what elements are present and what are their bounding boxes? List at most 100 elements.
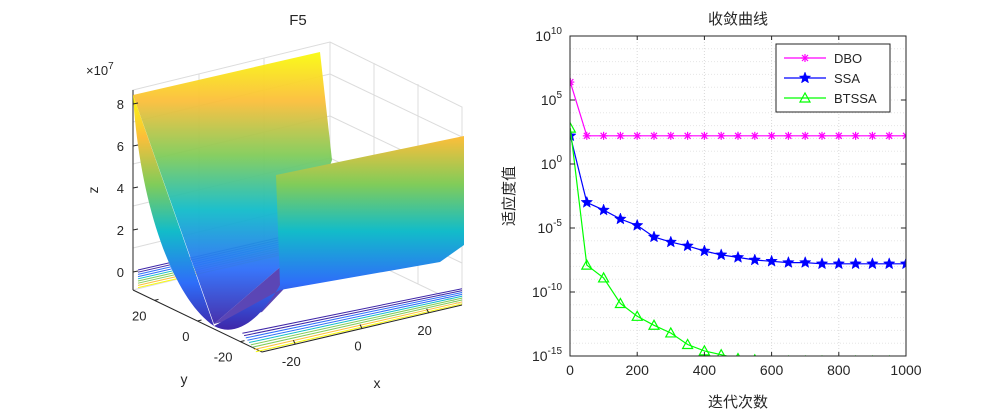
x-tick-label: 800 <box>827 362 851 378</box>
marker-asterisk <box>582 131 591 140</box>
convergence-plot: 收敛曲线 0 200 400 600 800 1000 1010 105 100 10-5 10-… <box>500 10 922 411</box>
marker-stroke <box>684 132 692 140</box>
marker-stroke <box>751 132 759 140</box>
marker-asterisk <box>767 131 776 140</box>
y-tick-label-3d: 0 <box>182 329 189 344</box>
marker-triangle <box>664 326 677 338</box>
marker-triangle <box>647 319 661 330</box>
marker-star <box>580 195 594 208</box>
marker-stroke <box>583 132 591 140</box>
z-tick-label: 6 <box>117 139 124 154</box>
convergence-axes-box <box>569 35 907 357</box>
marker-asterisk <box>834 131 843 140</box>
marker-star <box>782 255 795 268</box>
y-tick-label: 1010 <box>535 26 562 44</box>
marker-asterisk <box>599 131 608 140</box>
marker-stroke <box>768 132 776 140</box>
marker-stroke <box>801 132 809 140</box>
contour-line <box>242 288 463 334</box>
y-tick-mark-3d <box>154 298 159 301</box>
legend-label-ssa: SSA <box>834 71 860 86</box>
marker-asterisk <box>633 131 642 140</box>
z-tick-mark <box>132 144 139 147</box>
marker-triangle <box>681 338 694 350</box>
marker-asterisk <box>818 131 826 140</box>
legend-label-btssa: BTSSA <box>834 91 877 106</box>
marker-stroke <box>717 132 725 140</box>
z-axis-label: z <box>85 187 101 194</box>
marker-triangle <box>735 352 741 356</box>
marker-triangle <box>871 354 874 356</box>
y-tick-label: 10-5 <box>538 218 563 236</box>
marker-triangle <box>597 271 610 283</box>
z-exponent-label: ×107 <box>86 61 114 78</box>
marker-star <box>664 235 678 248</box>
marker-star <box>798 71 812 84</box>
marker-stroke <box>784 132 792 140</box>
surface-plot: F5 <box>85 12 464 391</box>
marker-stroke <box>902 134 906 140</box>
marker-asterisk <box>666 131 675 140</box>
marker-triangle <box>798 91 812 103</box>
x-tick-label-3d: -20 <box>282 354 301 369</box>
z-tick-label: 0 <box>117 265 124 280</box>
y-tick-mark-3d <box>240 340 245 343</box>
convergence-x-ticks: 0 200 400 600 800 1000 <box>566 36 922 378</box>
x-tick-label-3d: 20 <box>417 323 431 338</box>
z-tick-mark <box>132 186 139 189</box>
marker-stroke <box>734 132 742 140</box>
marker-stroke <box>885 132 893 140</box>
marker-asterisk <box>801 131 810 140</box>
contour-line <box>250 297 463 346</box>
convergence-y-ticks: 1010 105 100 10-5 10-10 10-15 <box>532 26 906 364</box>
marker-star <box>866 257 879 270</box>
marker-star <box>832 257 846 270</box>
legend-label-dbo: DBO <box>834 51 862 66</box>
marker-star <box>798 255 812 268</box>
x-tick-label: 200 <box>626 362 650 378</box>
marker-star <box>681 239 694 252</box>
x-tick-mark-3d <box>359 324 363 329</box>
y-ticks-3d: -20 0 20 <box>132 298 245 365</box>
z-tick-label: 8 <box>117 97 124 112</box>
marker-asterisk <box>801 54 809 62</box>
marker-asterisk <box>868 131 877 140</box>
marker-triangle <box>614 297 627 309</box>
marker-triangle <box>717 348 726 356</box>
marker-star <box>765 254 778 267</box>
marker-star <box>899 257 906 270</box>
marker-asterisk <box>734 131 742 140</box>
marker-asterisk <box>851 131 860 140</box>
marker-star <box>882 257 896 270</box>
marker-asterisk <box>650 131 658 140</box>
z-tick-mark <box>132 228 139 231</box>
marker-stroke <box>600 132 608 140</box>
marker-star <box>731 250 745 263</box>
y-axis-label-3d: y <box>181 371 188 387</box>
contour-line <box>252 299 463 348</box>
marker-star <box>597 203 610 216</box>
z-tick-mark <box>132 102 139 105</box>
marker-stroke <box>650 132 658 140</box>
convergence-legend: DBO SSA BTSSA <box>775 43 891 113</box>
marker-star <box>647 230 661 243</box>
x-tick-label-3d: 0 <box>354 339 361 354</box>
marker-stroke <box>902 132 906 137</box>
marker-triangle <box>804 354 806 356</box>
z-tick-mark <box>132 270 139 273</box>
marker-triangle <box>787 354 790 356</box>
z-tick-label: 4 <box>117 181 124 196</box>
y-tick-mark-3d <box>197 319 202 322</box>
marker-asterisk <box>717 131 726 140</box>
z-ticks: 0 2 4 6 8 <box>117 97 139 280</box>
y-tick-label: 100 <box>541 154 563 172</box>
convergence-title: 收敛曲线 <box>708 10 768 28</box>
contour-line <box>245 291 463 339</box>
contour-line <box>247 293 463 341</box>
marker-stroke <box>667 132 675 140</box>
marker-stroke <box>835 132 843 140</box>
marker-star <box>849 257 862 270</box>
marker-asterisk <box>784 131 793 140</box>
marker-triangle <box>580 258 593 270</box>
